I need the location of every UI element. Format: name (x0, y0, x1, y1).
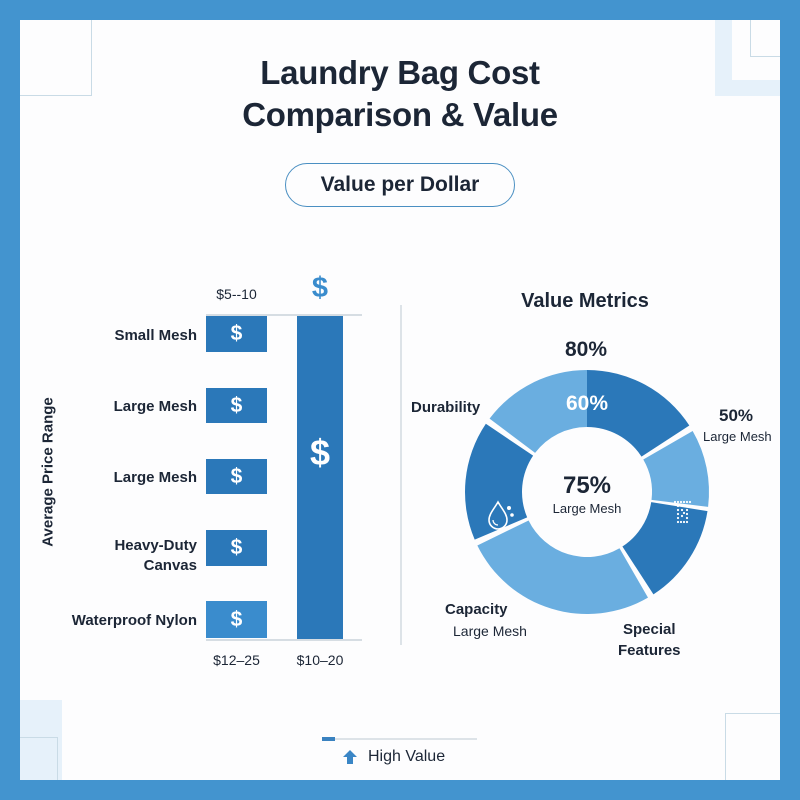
special-features-line: Features (618, 642, 681, 659)
corner-decoration-top-left (20, 20, 92, 96)
price-bar-large-mesh: $ (206, 388, 267, 423)
donut-segment (587, 370, 690, 457)
dollar-icon: $ (309, 432, 331, 473)
value-per-dollar-badge: Value per Dollar (285, 163, 515, 207)
donut-segment (643, 431, 709, 507)
dollar-icon: $ (311, 272, 329, 304)
corner-decoration-bottom-left-band (20, 700, 62, 780)
donut-segment (465, 423, 534, 540)
dollar-icon: $ (230, 322, 243, 345)
legend-indicator (322, 737, 335, 741)
corner-decoration-top-right (750, 20, 780, 57)
inner-top-value: 60% (566, 392, 609, 415)
price-bar-heavy-duty-canvas: $ (206, 530, 267, 566)
center-value: 75% (562, 472, 612, 499)
dollar-icon: $ (230, 536, 243, 559)
category-label: Heavy-Duty Canvas (114, 536, 197, 576)
category-label: Small Mesh (114, 327, 197, 344)
durability-label: Durability (411, 399, 481, 416)
corner-decoration-bottom-right (725, 713, 780, 780)
bottom-price-label-left: $12–25 (213, 652, 260, 668)
legend-track (322, 738, 477, 740)
capacity-label: Capacity (445, 601, 508, 618)
water-drop-icon (488, 500, 514, 530)
dollar-icon: $ (230, 464, 243, 488)
special-features-label: Special Features (618, 619, 681, 661)
legend-label: High Value (368, 748, 446, 765)
corner-decoration-top-right-cutout (732, 20, 780, 80)
title-line-2: Comparison & Value (242, 96, 558, 133)
value-metrics-donut (465, 370, 709, 614)
baseline-axis-line (206, 639, 362, 641)
top-axis-line (206, 314, 362, 316)
infographic-panel: Laundry Bag Cost Comparison & Value Valu… (20, 20, 780, 780)
category-label: Waterproof Nylon (71, 612, 197, 629)
top-value-label: 80% (565, 338, 608, 361)
price-bar-overall: $ (297, 316, 343, 640)
right-value: 50% (719, 406, 754, 425)
capacity-sub-label: Large Mesh (453, 623, 527, 639)
donut-segment (489, 370, 587, 453)
price-bar-large-mesh-2: $ (206, 459, 267, 494)
right-sub-label: Large Mesh (703, 429, 772, 444)
zipper-icon (673, 500, 692, 524)
donut-segment (622, 502, 708, 595)
section-divider (400, 305, 402, 645)
category-label-line: Canvas (143, 557, 197, 574)
legend-high-value: High Value (342, 748, 445, 766)
title-line-1: Laundry Bag Cost (260, 54, 540, 91)
corner-decoration-bottom-left (20, 737, 58, 780)
top-price-label: $5--10 (216, 286, 257, 302)
center-sub-label: Large Mesh (552, 501, 622, 516)
arrow-up-icon (343, 750, 357, 764)
category-label: Large Mesh (113, 398, 197, 415)
category-label: Large Mesh (113, 469, 197, 486)
value-metrics-title: Value Metrics (521, 290, 649, 312)
price-bar-waterproof-nylon: $ (206, 601, 267, 638)
donut-segment (477, 520, 648, 614)
dollar-icon: $ (230, 393, 243, 417)
price-bar-small-mesh: $ (206, 316, 267, 352)
dollar-icon: $ (230, 607, 243, 631)
special-features-line: Special (623, 621, 676, 638)
category-label-line: Heavy-Duty (114, 537, 197, 554)
bottom-price-label-right: $10–20 (296, 652, 344, 668)
page-title: Laundry Bag Cost Comparison & Value (20, 52, 780, 136)
